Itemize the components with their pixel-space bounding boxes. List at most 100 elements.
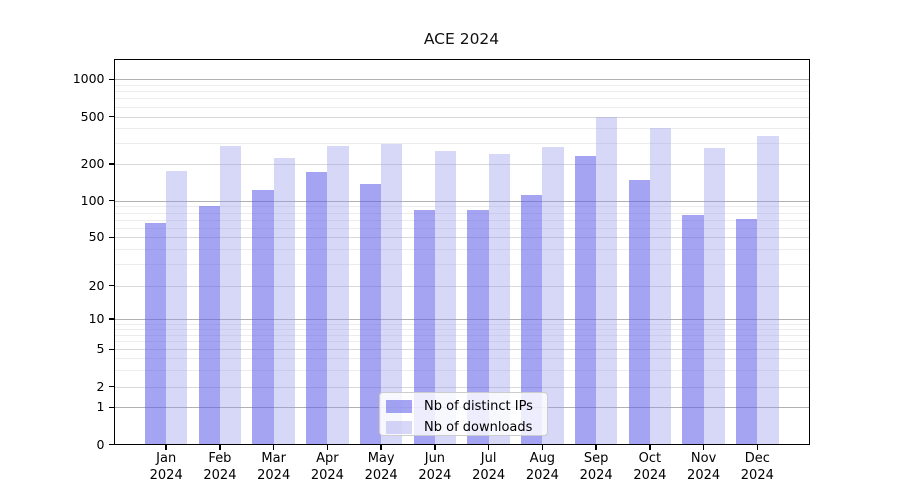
y-tick-label-500: 500 xyxy=(80,108,105,124)
x-tick-label-jan: Jan 2024 xyxy=(134,451,198,484)
gridline-6 xyxy=(113,341,810,343)
legend-swatch-distinct-ips xyxy=(386,400,412,413)
bar-downloads-jun xyxy=(434,150,457,445)
x-tick-label-may: May 2024 xyxy=(349,451,413,484)
gridline-10 xyxy=(113,319,810,320)
bar-ips-aug xyxy=(521,195,543,445)
bar-downloads-aug xyxy=(542,146,564,445)
gridline-400 xyxy=(113,128,810,130)
x-tick-label-jun: Jun 2024 xyxy=(403,451,467,484)
gridline-200 xyxy=(113,164,810,166)
gridline-500 xyxy=(113,116,810,118)
gridline-4 xyxy=(113,358,810,360)
x-tick-label-line: Mar xyxy=(261,451,286,466)
plot-area: Nb of distinct IPs Nb of downloads xyxy=(113,59,810,445)
x-tick-label-line: Aug xyxy=(529,451,556,466)
gridline-7 xyxy=(113,334,810,336)
y-tick-mark-200 xyxy=(108,163,114,165)
y-tick-label-1000: 1000 xyxy=(72,71,105,87)
y-tick-label-0: 0 xyxy=(96,436,105,452)
x-tick-label-line: 2024 xyxy=(472,467,506,483)
gridline-5 xyxy=(113,349,810,351)
gridline-1000 xyxy=(113,79,810,81)
legend: Nb of distinct IPs Nb of downloads xyxy=(379,391,548,437)
x-tick-label-line: May xyxy=(367,451,395,466)
gridline-600 xyxy=(113,106,810,108)
legend-swatch-downloads xyxy=(386,421,412,434)
x-tick-label-nov: Nov 2024 xyxy=(672,451,736,484)
y-tick-label-5: 5 xyxy=(96,341,105,357)
bar-ips-sep xyxy=(574,156,597,445)
gridline-30 xyxy=(113,264,810,266)
bar-downloads-apr xyxy=(327,146,349,445)
x-tick-label-line: Jul xyxy=(480,451,497,466)
x-tick-label-line: 2024 xyxy=(740,467,774,483)
x-tick-label-line: 2024 xyxy=(525,467,559,483)
y-tick-label-50: 50 xyxy=(88,229,105,245)
y-tick-mark-10 xyxy=(108,318,114,320)
bar-downloads-may xyxy=(381,144,403,445)
gridline-8 xyxy=(113,328,810,330)
bar-ips-oct xyxy=(628,180,650,445)
bar-downloads-sep xyxy=(596,116,618,445)
gridlines-layer xyxy=(113,59,810,445)
x-tick-label-line: Jan xyxy=(156,451,177,466)
x-tick-mark-nov xyxy=(702,444,705,450)
x-tick-mark-jun xyxy=(434,444,436,450)
x-tick-label-oct: Oct 2024 xyxy=(618,451,682,484)
y-tick-mark-50 xyxy=(108,236,114,239)
gridline-80 xyxy=(113,212,810,214)
bar-downloads-dec xyxy=(757,136,779,445)
gridline-40 xyxy=(113,249,810,251)
x-tick-mark-apr xyxy=(326,444,329,450)
gridline-9 xyxy=(113,323,810,325)
x-tick-mark-dec xyxy=(756,444,759,450)
x-tick-mark-may xyxy=(380,444,382,450)
y-tick-label-20: 20 xyxy=(88,277,105,293)
x-tick-label-line: 2024 xyxy=(364,467,398,483)
bar-ips-mar xyxy=(252,189,274,445)
x-tick-label-line: 2024 xyxy=(687,467,721,483)
legend-label-distinct-ips: Nb of distinct IPs xyxy=(424,399,533,414)
bar-ips-feb xyxy=(198,206,220,445)
y-tick-label-10: 10 xyxy=(88,311,105,326)
gridline-3 xyxy=(113,370,810,372)
bar-downloads-mar xyxy=(273,158,295,445)
gridline-900 xyxy=(113,84,810,86)
gridline-300 xyxy=(113,143,810,145)
x-tick-label-line: 2024 xyxy=(257,467,291,483)
x-tick-label-line: Apr xyxy=(316,451,339,466)
gridline-2 xyxy=(113,386,810,388)
chart-title: ACE 2024 xyxy=(423,30,500,48)
bar-downloads-nov xyxy=(703,148,725,445)
gridline-90 xyxy=(113,206,810,208)
bar-downloads-jan xyxy=(166,170,188,445)
bar-downloads-feb xyxy=(219,145,242,445)
y-tick-label-100: 100 xyxy=(80,192,105,208)
y-tick-mark-20 xyxy=(108,284,114,287)
gridline-70 xyxy=(113,219,810,221)
bar-ips-nov xyxy=(682,215,704,445)
y-tick-mark-100 xyxy=(108,199,114,202)
legend-item-distinct-ips: Nb of distinct IPs xyxy=(380,397,547,416)
x-tick-mark-sep xyxy=(595,444,597,450)
x-tick-label-sep: Sep 2024 xyxy=(564,451,628,484)
y-tick-mark-5 xyxy=(108,348,114,351)
legend-item-downloads: Nb of downloads xyxy=(380,418,547,437)
bar-ips-jan xyxy=(144,222,167,445)
y-tick-label-2: 2 xyxy=(96,378,105,394)
x-tick-label-jul: Jul 2024 xyxy=(457,451,521,484)
bar-ips-may xyxy=(359,184,382,445)
bar-ips-apr xyxy=(306,172,328,445)
x-tick-label-line: 2024 xyxy=(149,467,183,483)
x-tick-label-aug: Aug 2024 xyxy=(510,451,574,484)
y-tick-mark-2 xyxy=(108,385,114,388)
x-tick-mark-jan xyxy=(165,444,167,450)
x-tick-label-apr: Apr 2024 xyxy=(295,451,359,484)
x-tick-mark-oct xyxy=(649,444,651,450)
y-tick-label-1: 1 xyxy=(96,399,105,415)
x-tick-mark-aug xyxy=(541,444,544,450)
x-tick-label-feb: Feb 2024 xyxy=(188,451,252,484)
x-tick-label-line: 2024 xyxy=(203,467,237,483)
